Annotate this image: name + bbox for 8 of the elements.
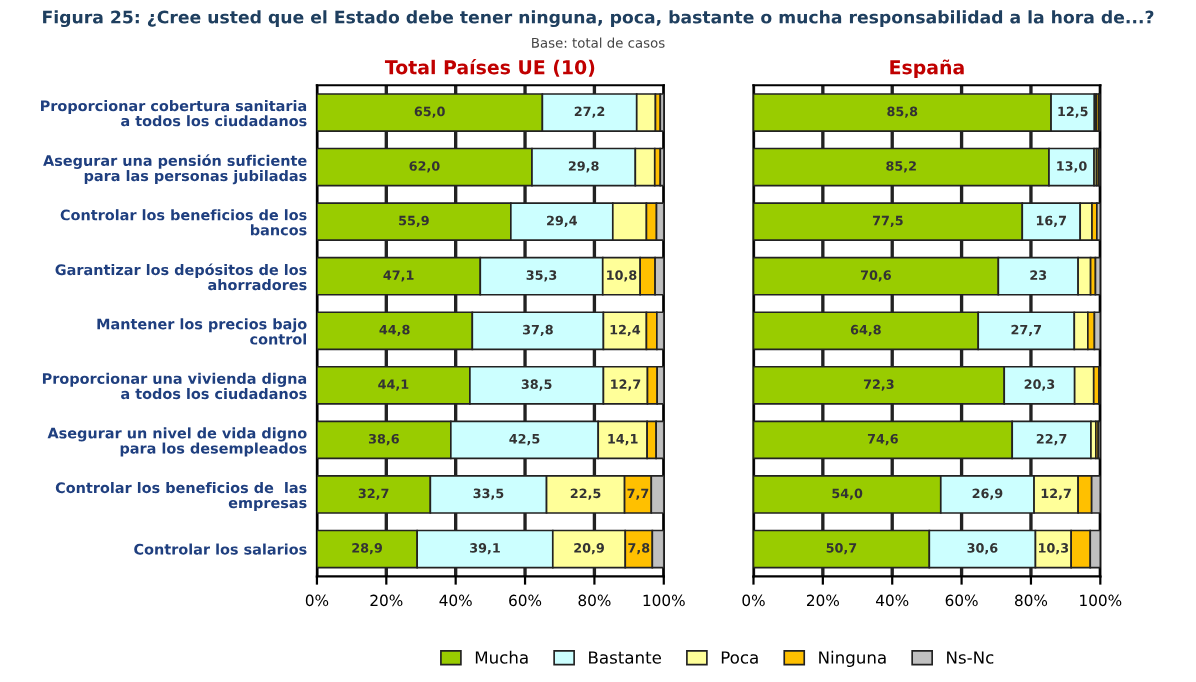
legend-label: Poca <box>721 651 758 664</box>
legend-label: Ninguna <box>819 650 886 667</box>
text: Figura 25: ¿Cree usted que el Estado debe tener ninguna, poca, bastante o mucha responsabilidad a la hora de...? <box>43 10 1154 28</box>
legend-label: Ns-Nc <box>947 651 994 664</box>
chart-title: España <box>890 59 964 79</box>
chart-title: Total Países UE (10) <box>384 59 595 77</box>
legend-label: Mucha <box>475 650 528 664</box>
legend-label: Bastante <box>589 651 661 664</box>
